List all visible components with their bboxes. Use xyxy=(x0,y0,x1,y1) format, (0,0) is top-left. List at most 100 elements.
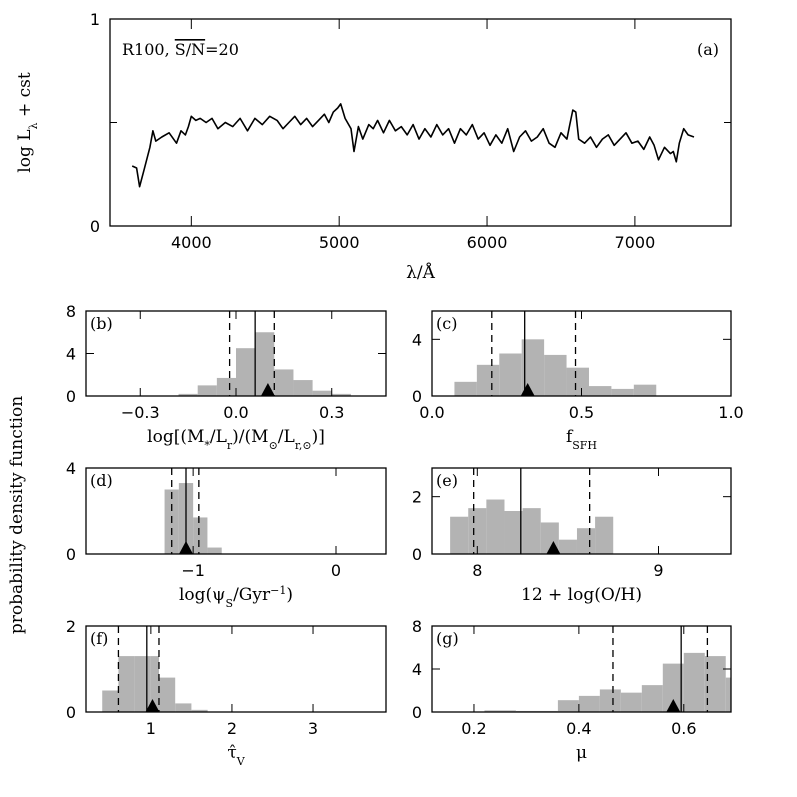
label-part: R100, xyxy=(122,40,175,59)
label-part: /Gyr xyxy=(233,585,271,605)
y-tick-label: 1 xyxy=(90,10,100,29)
histogram-bar xyxy=(633,384,657,396)
histogram-bar xyxy=(544,354,567,396)
histogram-bar xyxy=(207,547,222,554)
histogram-bar xyxy=(191,709,208,712)
histogram-bar xyxy=(197,385,217,396)
label-part: V xyxy=(236,755,246,768)
label-part: SFH xyxy=(572,439,597,452)
x-tick-label: 0.2 xyxy=(461,719,486,738)
panel-label: (c) xyxy=(436,314,457,333)
label-part: + cst xyxy=(15,72,35,122)
label-part: μ xyxy=(576,743,587,763)
histogram-bar xyxy=(504,511,523,554)
x-tick-label: 3 xyxy=(308,719,318,738)
label-part: S/N xyxy=(175,40,205,59)
panel-label: (d) xyxy=(90,471,113,490)
histogram-bar xyxy=(578,695,600,712)
y-tick-label: 4 xyxy=(412,660,422,679)
histogram-bar xyxy=(588,386,612,396)
x-axis-label: μ xyxy=(576,743,587,763)
axes-frame xyxy=(85,467,387,555)
panel-label: (e) xyxy=(436,471,458,490)
histogram-bar xyxy=(704,656,726,712)
histogram-bar xyxy=(476,364,500,396)
histogram-bar xyxy=(683,652,705,712)
x-tick-label: 0.3 xyxy=(319,403,344,422)
histogram-bar xyxy=(521,339,545,396)
label-part: r,⊙ xyxy=(295,439,312,452)
label-part: * xyxy=(204,439,210,452)
histogram-bar xyxy=(468,508,487,554)
label-part: /L xyxy=(278,427,295,447)
label-part: f xyxy=(566,427,574,447)
input-value-marker xyxy=(179,541,193,554)
label-part: log[(M xyxy=(147,427,204,447)
y-tick-label: 4 xyxy=(412,330,422,349)
label-part: log L xyxy=(15,129,35,172)
y-tick-label: 0 xyxy=(412,703,422,722)
histogram-bar xyxy=(193,517,208,554)
histogram-bar xyxy=(557,700,579,712)
snr-annotation: R100, S/N=20 xyxy=(122,40,239,59)
input-value-marker xyxy=(546,541,561,554)
panel-label: (b) xyxy=(90,314,113,333)
x-tick-label: 0.0 xyxy=(223,403,248,422)
y-tick-label: 0 xyxy=(66,703,76,722)
histogram-bar xyxy=(274,369,294,396)
histogram-bar xyxy=(641,685,663,712)
x-tick-label: 6000 xyxy=(467,233,508,252)
axes-frame xyxy=(431,310,732,397)
x-tick-label: 0.5 xyxy=(569,403,594,422)
label-part: S xyxy=(226,597,234,610)
y-tick-label: 0 xyxy=(90,217,100,236)
input-value-marker xyxy=(520,383,535,396)
histogram-bar xyxy=(293,380,313,396)
y-tick-label: 4 xyxy=(66,345,76,364)
label-part: r xyxy=(227,439,233,452)
histogram-bar xyxy=(216,377,236,396)
histogram-bar xyxy=(486,499,505,554)
y-tick-label: 8 xyxy=(412,617,422,636)
label-part: ) xyxy=(286,585,293,605)
y-tick-label: 0 xyxy=(412,387,422,406)
x-tick-label: −1 xyxy=(181,561,205,580)
shared-y-axis-label: probability density function xyxy=(7,396,27,634)
histogram-bars-layer xyxy=(102,332,731,712)
histogram-bar xyxy=(178,393,198,396)
histogram-bar xyxy=(611,388,634,396)
label-part: ⊙ xyxy=(269,439,278,452)
histogram-bar xyxy=(662,663,684,712)
histogram-bar xyxy=(255,332,275,396)
histogram-bar xyxy=(725,677,731,712)
y-tick-label: 0 xyxy=(66,545,76,564)
histogram-bar xyxy=(454,381,477,396)
histogram-bar xyxy=(620,692,642,712)
y-axis-label: log Lλ + cst xyxy=(15,72,40,173)
x-axis-label: λ/Å xyxy=(406,262,436,283)
input-value-marker xyxy=(145,699,160,712)
histogram-bar xyxy=(566,367,589,396)
label-part: τ̂ xyxy=(227,743,236,763)
y-tick-label: 0 xyxy=(66,387,76,406)
histogram-bar xyxy=(558,539,577,554)
axes-frame xyxy=(431,467,732,555)
histogram-bar xyxy=(450,516,469,554)
input-value-marker xyxy=(666,699,681,712)
histogram-bar xyxy=(236,348,256,396)
label-part: log(ψ xyxy=(179,585,226,605)
axes-frames-layer xyxy=(85,18,732,713)
x-tick-label: 0.6 xyxy=(671,719,696,738)
y-tick-label: 2 xyxy=(66,617,76,636)
histogram-bar xyxy=(134,656,151,712)
histogram-bar xyxy=(150,656,159,712)
axes-frame xyxy=(109,18,732,227)
x-tick-label: 4000 xyxy=(171,233,212,252)
x-tick-label: 8 xyxy=(472,561,482,580)
input-value-marker xyxy=(260,383,275,396)
panel-label: (a) xyxy=(697,40,719,59)
histogram-bar xyxy=(312,390,332,396)
label-part: /L xyxy=(210,427,227,447)
x-tick-label: 0.4 xyxy=(566,719,591,738)
